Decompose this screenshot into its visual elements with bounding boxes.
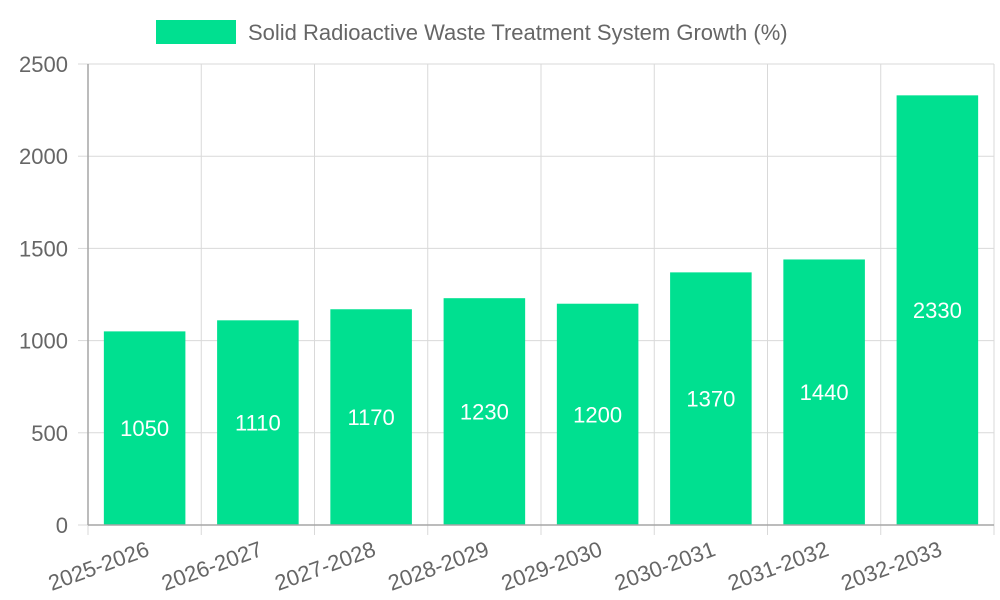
data-label-2029-2030: 1200 (573, 402, 622, 427)
data-label-2027-2028: 1170 (347, 405, 394, 430)
bar-2032-2033[interactable] (896, 95, 979, 526)
data-label-2026-2027: 1110 (235, 411, 281, 436)
y-tick-label: 2000 (19, 144, 68, 169)
x-tick-label-2028-2029: 2028-2029 (385, 536, 492, 595)
axes (87, 64, 994, 526)
y-tick-label: 500 (31, 421, 68, 446)
y-axis-ticks: 0 500 1000 1500 2000 2500 (19, 52, 68, 538)
legend-label: Solid Radioactive Waste Treatment System… (248, 20, 788, 45)
x-tick-label-2030-2031: 2030-2031 (611, 536, 718, 595)
x-tick-label-2025-2026: 2025-2026 (45, 536, 152, 595)
bar-2029-2030[interactable] (556, 303, 639, 525)
y-tick-label: 0 (56, 513, 68, 538)
bar-2027-2028[interactable] (330, 309, 412, 525)
x-tick-label-2026-2027: 2026-2027 (158, 536, 265, 595)
y-tick-label: 1500 (19, 236, 68, 261)
x-tick-label-2031-2032: 2031-2032 (724, 536, 831, 595)
data-label-2032-2033: 2330 (913, 298, 962, 323)
data-label-2025-2026: 1050 (120, 416, 169, 441)
bar-series (103, 95, 979, 526)
legend[interactable]: Solid Radioactive Waste Treatment System… (156, 20, 788, 45)
x-tick-label-2029-2030: 2029-2030 (498, 536, 605, 595)
legend-swatch (156, 20, 236, 44)
bar-2030-2031[interactable] (670, 272, 752, 525)
x-tick-label-2032-2033: 2032-2033 (838, 536, 945, 595)
bar-2026-2027[interactable] (217, 320, 299, 525)
data-label-2030-2031: 1370 (686, 387, 735, 412)
y-tick-label: 1000 (19, 329, 68, 354)
data-label-2031-2032: 1440 (800, 380, 849, 405)
x-axis-ticks: 2025-2026 2026-2027 2027-2028 2028-2029 2029… (45, 536, 945, 595)
bar-2025-2026[interactable] (103, 331, 186, 525)
data-label-2028-2029: 1230 (460, 400, 509, 425)
x-tick-label-2027-2028: 2027-2028 (271, 536, 378, 595)
y-tick-label: 2500 (19, 52, 68, 77)
data-labels: 1050 1110 1170 1230 1200 1370 1440 2330 (120, 298, 962, 441)
bar-2028-2029[interactable] (443, 298, 526, 525)
bar-2031-2032[interactable] (783, 259, 865, 525)
